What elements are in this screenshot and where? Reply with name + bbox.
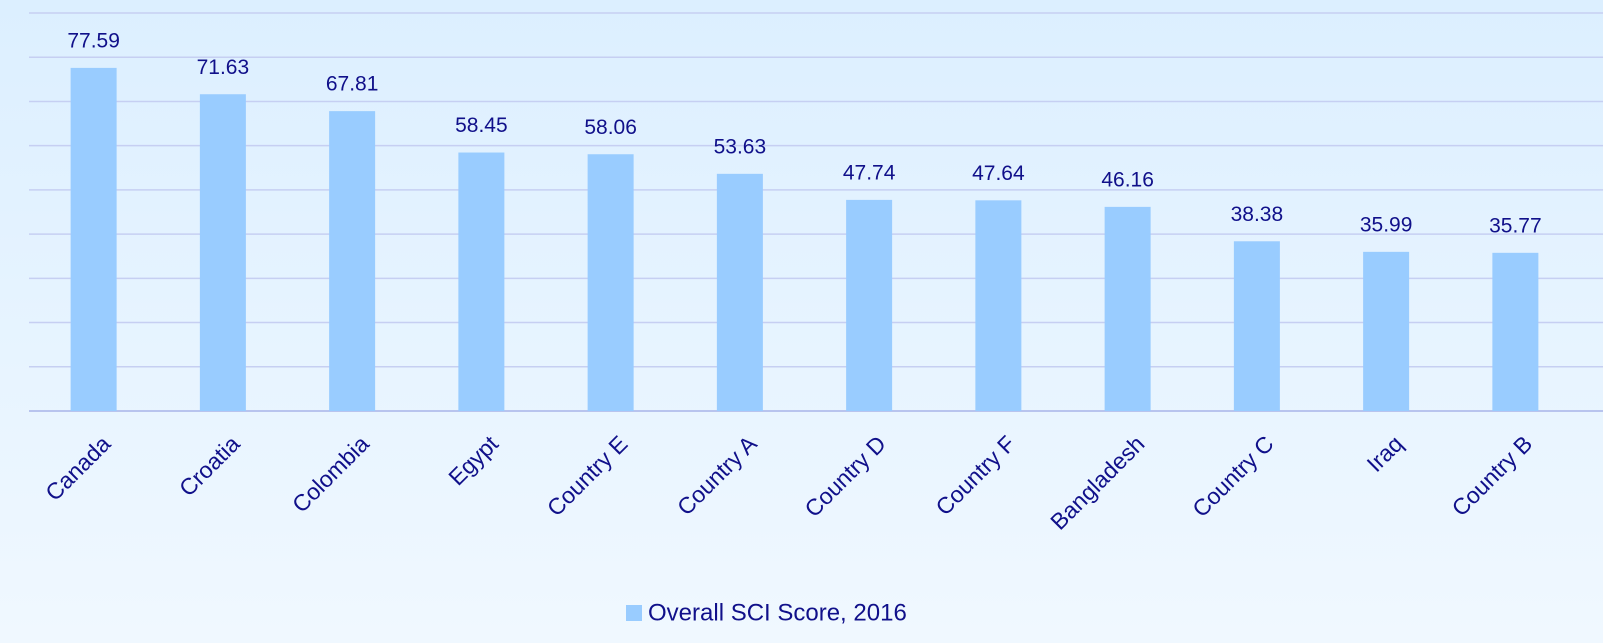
data-label: 35.99 <box>1360 213 1413 236</box>
bar <box>458 152 505 411</box>
data-label: 47.74 <box>843 161 896 184</box>
x-tick-label: Country B <box>1447 430 1538 521</box>
data-label: 38.38 <box>1231 203 1284 226</box>
x-tick-label: Country A <box>672 430 762 520</box>
bar <box>846 199 893 411</box>
data-label: 47.64 <box>972 162 1025 185</box>
data-label: 35.77 <box>1489 214 1542 237</box>
bar <box>1233 241 1280 411</box>
x-tick-label: Country E <box>542 430 633 521</box>
bar <box>587 154 634 411</box>
bar <box>1363 251 1410 411</box>
bar <box>716 173 763 411</box>
bar <box>199 94 246 412</box>
x-tick-label: Country D <box>799 430 891 522</box>
legend-label: Overall SCI Score, 2016 <box>648 599 907 626</box>
bar <box>70 67 117 412</box>
data-label: 58.45 <box>455 114 508 137</box>
data-label: 67.81 <box>326 73 379 96</box>
bar <box>1104 206 1151 411</box>
x-tick-label: Egypt <box>443 430 503 490</box>
bar <box>329 111 376 411</box>
data-label: 58.06 <box>584 116 637 139</box>
x-tick-label: Bangladesh <box>1045 430 1149 534</box>
bar <box>975 200 1022 411</box>
data-label: 46.16 <box>1101 168 1154 191</box>
data-label: 53.63 <box>714 135 767 158</box>
x-tick-label: Croatia <box>174 430 245 501</box>
legend-swatch <box>626 605 642 621</box>
data-label: 71.63 <box>197 56 250 79</box>
data-label: 77.59 <box>67 29 120 52</box>
x-tick-label: Canada <box>40 430 116 506</box>
x-tick-label: Iraq <box>1362 430 1408 476</box>
x-tick-label: Country F <box>930 430 1020 520</box>
x-tick-label: Country C <box>1187 430 1279 522</box>
bar <box>1492 252 1539 411</box>
x-tick-label: Colombia <box>287 430 374 517</box>
